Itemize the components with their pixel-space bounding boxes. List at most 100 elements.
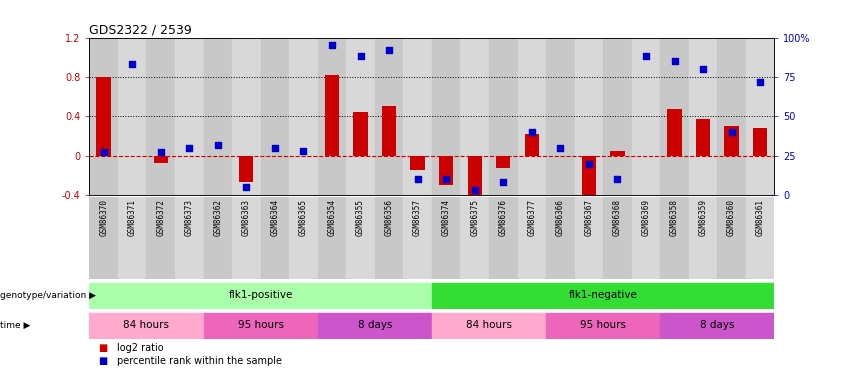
Point [468, 187, 482, 193]
Bar [410, 156, 425, 170]
Text: flk1-positive: flk1-positive [228, 290, 293, 300]
Bar [89, 313, 203, 338]
Bar [717, 38, 745, 195]
Text: percentile rank within the sample: percentile rank within the sample [117, 356, 282, 366]
Bar [175, 38, 203, 195]
Bar [96, 77, 111, 156]
Bar [517, 38, 546, 195]
Text: GSM86370: GSM86370 [99, 198, 108, 236]
Bar [439, 156, 454, 185]
Bar [232, 197, 260, 279]
Bar [610, 151, 625, 156]
Point [382, 47, 396, 53]
Bar [317, 197, 346, 279]
Bar [546, 313, 660, 338]
Text: GSM86376: GSM86376 [499, 198, 508, 236]
Point [525, 129, 539, 135]
Text: 8 days: 8 days [700, 320, 734, 330]
Bar [745, 197, 774, 279]
Bar [203, 313, 317, 338]
Bar [432, 38, 460, 195]
Bar [688, 38, 717, 195]
Bar [525, 134, 539, 156]
Point [582, 160, 596, 166]
Bar [546, 38, 574, 195]
Bar [260, 197, 289, 279]
Point [696, 66, 710, 72]
Bar [374, 38, 403, 195]
Bar [517, 197, 546, 279]
Bar [89, 197, 118, 279]
Text: GSM86369: GSM86369 [642, 198, 650, 236]
Point [97, 150, 111, 156]
Bar [603, 38, 631, 195]
Bar [289, 197, 317, 279]
Text: GSM86373: GSM86373 [185, 198, 194, 236]
Point [553, 145, 567, 151]
Bar [382, 106, 397, 156]
Bar [260, 38, 289, 195]
Text: GSM86367: GSM86367 [585, 198, 593, 236]
Text: GSM86368: GSM86368 [613, 198, 622, 236]
Bar [667, 110, 682, 156]
Text: GSM86372: GSM86372 [157, 198, 165, 236]
Bar [403, 197, 432, 279]
Bar [717, 197, 745, 279]
Bar [603, 197, 631, 279]
Text: GSM86358: GSM86358 [670, 198, 679, 236]
Text: GDS2322 / 2539: GDS2322 / 2539 [89, 23, 192, 36]
Bar [346, 197, 374, 279]
Bar [546, 197, 574, 279]
Text: 84 hours: 84 hours [123, 320, 169, 330]
Bar [146, 38, 175, 195]
Bar [631, 197, 660, 279]
Text: GSM86371: GSM86371 [128, 198, 137, 236]
Point [496, 179, 510, 185]
Bar [696, 119, 711, 156]
Point [725, 129, 739, 135]
Bar [631, 38, 660, 195]
Bar [660, 197, 688, 279]
Bar [660, 38, 688, 195]
Bar [574, 38, 603, 195]
Bar [239, 156, 254, 182]
Bar [346, 38, 374, 195]
Point [325, 42, 339, 48]
Text: GSM86377: GSM86377 [528, 198, 536, 236]
Bar [432, 197, 460, 279]
Text: GSM86360: GSM86360 [727, 198, 736, 236]
Bar [574, 197, 603, 279]
Text: genotype/variation ▶: genotype/variation ▶ [0, 291, 96, 300]
Bar [724, 126, 739, 156]
Point [268, 145, 282, 151]
Bar [496, 156, 511, 168]
Text: GSM86374: GSM86374 [442, 198, 451, 236]
Point [182, 145, 196, 151]
Bar [175, 197, 203, 279]
Bar [203, 38, 232, 195]
Bar [118, 197, 146, 279]
Point [154, 150, 168, 156]
Bar [745, 38, 774, 195]
Point [668, 58, 682, 64]
Text: 95 hours: 95 hours [237, 320, 283, 330]
Point [354, 53, 368, 59]
Point [239, 184, 253, 190]
Point [411, 176, 425, 182]
Bar [403, 38, 432, 195]
Text: GSM86355: GSM86355 [356, 198, 365, 236]
Bar [374, 197, 403, 279]
Point [639, 53, 653, 59]
Text: ■: ■ [98, 356, 107, 366]
Text: 95 hours: 95 hours [580, 320, 626, 330]
Bar [460, 38, 489, 195]
Bar [317, 313, 432, 338]
Bar [203, 197, 232, 279]
Text: ■: ■ [98, 343, 107, 353]
Bar [325, 75, 339, 156]
Text: GSM86365: GSM86365 [299, 198, 308, 236]
Text: GSM86361: GSM86361 [756, 198, 765, 236]
Bar [432, 313, 546, 338]
Bar [118, 38, 146, 195]
Bar [289, 38, 317, 195]
